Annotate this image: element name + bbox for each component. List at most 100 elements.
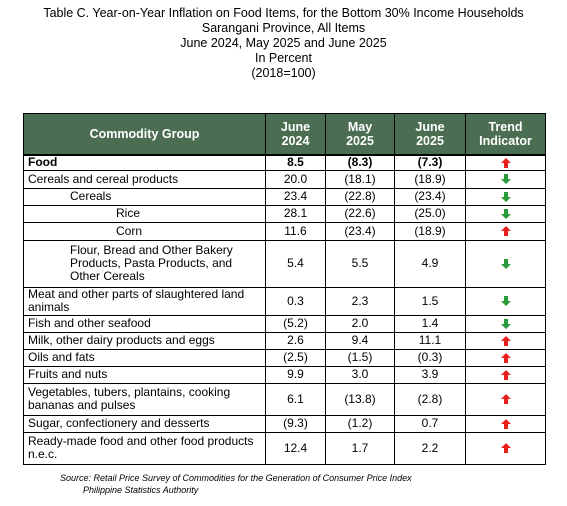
value-cell: 2.3 — [325, 286, 395, 316]
table-row: Cereals and cereal products 20.0 (18.1) (18… — [23, 169, 546, 189]
trend-cell — [465, 221, 546, 241]
commodity-cell: Sugar, confectionery and desserts — [23, 414, 266, 433]
table-row: Meat and other parts of slaughtered land… — [23, 286, 546, 316]
header: Table C. Year-on-Year Inflation on Food … — [0, 0, 567, 81]
value-cell: 6.1 — [265, 382, 326, 416]
value-cell: 1.4 — [394, 314, 466, 333]
period: June 2024, May 2025 and June 2025 — [180, 36, 387, 50]
trend-arrow — [500, 352, 511, 363]
table-row: Food 8.5 (8.3) (7.3) — [23, 154, 546, 171]
value-cell: 1.5 — [394, 286, 466, 316]
value-cell: 4.9 — [394, 239, 466, 288]
trend-cell — [465, 314, 546, 333]
value-cell: 9.4 — [325, 331, 395, 350]
value-cell: 8.5 — [265, 154, 326, 171]
value-cell: 12.4 — [265, 431, 326, 465]
trend-arrow — [500, 191, 511, 202]
value-cell: (25.0) — [394, 204, 466, 223]
trend-arrow — [500, 369, 511, 380]
value-cell: 0.3 — [265, 286, 326, 316]
value-cell: 3.9 — [394, 365, 466, 384]
commodity-cell: Oils and fats — [23, 348, 266, 367]
commodity-cell: Fruits and nuts — [23, 365, 266, 384]
trend-arrow — [500, 443, 511, 454]
value-cell: 3.0 — [325, 365, 395, 384]
value-cell: 2.2 — [394, 431, 466, 465]
value-cell: 23.4 — [265, 187, 326, 206]
source-text: Source: Retail Price Survey of Commoditi… — [60, 473, 412, 483]
column-header: June 2025 — [394, 113, 466, 156]
value-cell: 2.0 — [325, 314, 395, 333]
value-cell: (13.8) — [325, 382, 395, 416]
commodity-cell: Cereals and cereal products — [23, 169, 266, 189]
table-row: Oils and fats (2.5) (1.5) (0.3) — [23, 348, 546, 367]
value-cell: (18.1) — [325, 169, 395, 189]
value-cell: 11.6 — [265, 221, 326, 241]
column-header: Trend Indicator — [465, 113, 546, 156]
trend-arrow — [500, 318, 511, 329]
agency: Philippine Statistics Authority — [83, 485, 199, 495]
trend-arrow — [500, 158, 511, 169]
value-cell: (18.9) — [394, 221, 466, 241]
trend-cell — [465, 286, 546, 316]
table-row: Cereals 23.4 (22.8) (23.4) — [23, 187, 546, 206]
table-row: Vegetables, tubers, plantains, cooking b… — [23, 382, 546, 416]
trend-cell — [465, 414, 546, 433]
column-header: Commodity Group — [23, 113, 266, 156]
value-cell: (8.3) — [325, 154, 395, 171]
column-header: May 2025 — [325, 113, 395, 156]
trend-arrow — [500, 258, 511, 269]
value-cell: 2.6 — [265, 331, 326, 350]
trend-arrow — [500, 208, 511, 219]
trend-arrow — [500, 174, 511, 185]
source: Source: Retail Price Survey of Commoditi… — [60, 472, 412, 496]
value-cell: (23.4) — [325, 221, 395, 241]
value-cell: 1.7 — [325, 431, 395, 465]
table-row: Rice 28.1 (22.6) (25.0) — [23, 204, 546, 223]
table-row: Flour, Bread and Other Bakery Products, … — [23, 239, 546, 288]
commodity-cell: Ready-made food and other food products … — [23, 431, 266, 465]
base: (2018=100) — [251, 66, 316, 80]
commodity-cell: Meat and other parts of slaughtered land… — [23, 286, 266, 316]
header-row: Commodity Group June 2024 May 2025 June 202… — [23, 113, 546, 156]
value-cell: 11.1 — [394, 331, 466, 350]
commodity-cell: Vegetables, tubers, plantains, cooking b… — [23, 382, 266, 416]
trend-arrow — [500, 394, 511, 405]
commodity-cell: Cereals — [23, 187, 266, 206]
title: Table C. Year-on-Year Inflation on Food … — [43, 6, 524, 20]
trend-cell — [465, 348, 546, 367]
column-header: June 2024 — [265, 113, 326, 156]
trend-cell — [465, 187, 546, 206]
value-cell: (1.5) — [325, 348, 395, 367]
value-cell: (22.6) — [325, 204, 395, 223]
trend-arrow — [500, 226, 511, 237]
value-cell: 0.7 — [394, 414, 466, 433]
commodity-cell: Corn — [23, 221, 266, 241]
trend-cell — [465, 431, 546, 465]
value-cell: (2.5) — [265, 348, 326, 367]
value-cell: 20.0 — [265, 169, 326, 189]
value-cell: (18.9) — [394, 169, 466, 189]
commodity-cell: Milk, other dairy products and eggs — [23, 331, 266, 350]
commodity-cell: Flour, Bread and Other Bakery Products, … — [23, 239, 266, 288]
trend-cell — [465, 204, 546, 223]
commodity-cell: Fish and other seafood — [23, 314, 266, 333]
value-cell: (22.8) — [325, 187, 395, 206]
commodity-cell: Food — [23, 154, 266, 171]
table-row: Milk, other dairy products and eggs 2.6 9.… — [23, 331, 546, 350]
value-cell: (7.3) — [394, 154, 466, 171]
value-cell: (23.4) — [394, 187, 466, 206]
subtitle: Sarangani Province, All Items — [201, 21, 366, 35]
value-cell: (1.2) — [325, 414, 395, 433]
unit: In Percent — [255, 51, 312, 65]
value-cell: 9.9 — [265, 365, 326, 384]
table-row: Fish and other seafood (5.2) 2.0 1.4 — [23, 314, 546, 333]
value-cell: (9.3) — [265, 414, 326, 433]
trend-arrow — [500, 418, 511, 429]
inflation-table: Commodity Group June 2024 May 2025 June 202… — [23, 113, 546, 465]
value-cell: 5.5 — [325, 239, 395, 288]
trend-arrow — [500, 335, 511, 346]
trend-arrow — [500, 296, 511, 307]
trend-cell — [465, 382, 546, 416]
trend-cell — [465, 331, 546, 350]
